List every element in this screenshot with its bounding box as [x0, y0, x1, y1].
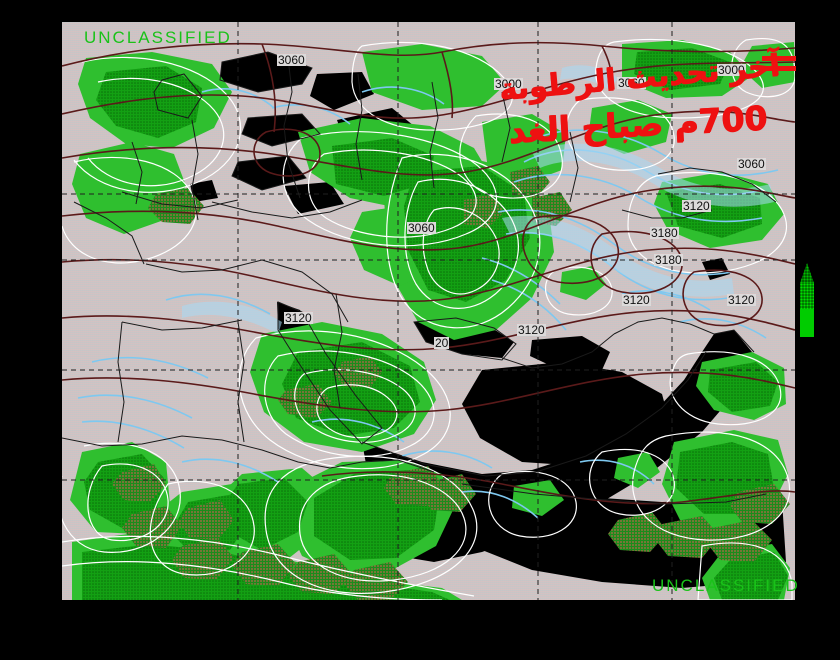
contour-label: 20 [434, 336, 450, 350]
key-segment-dotted-green [800, 283, 814, 309]
coastline-layer [62, 51, 777, 505]
contour-label: 3120 [284, 311, 313, 325]
humidity-intensity-key [800, 263, 814, 337]
key-segment-bright-green [800, 309, 814, 337]
contour-label: 3120 [622, 293, 651, 307]
contour-label: 3000 [494, 77, 523, 91]
contour-label: 3060 [737, 157, 766, 171]
contour-label: 3180 [650, 226, 679, 240]
lat-lon-grid [62, 22, 795, 600]
humidity-contour-layer [62, 37, 795, 600]
contour-label: 3060 [617, 76, 646, 90]
contour-label: 3180 [654, 253, 683, 267]
contour-label: 3060 [407, 221, 436, 235]
classification-banner-bottom: UNCLASSIFIED [652, 576, 800, 595]
annotation-equals-mark [762, 56, 796, 78]
key-segment-dark-green-tip [800, 263, 814, 283]
contour-label: 3120 [727, 293, 756, 307]
contour-label: 3120 [682, 199, 711, 213]
contour-label: 3000 [717, 63, 746, 77]
contour-label: 3120 [517, 323, 546, 337]
map-canvas[interactable]: 3060 3000 3000 3060 3060 3060 3120 3120 … [62, 22, 795, 600]
classification-banner-top: UNCLASSIFIED [84, 28, 232, 47]
contour-label: 3060 [277, 53, 306, 67]
